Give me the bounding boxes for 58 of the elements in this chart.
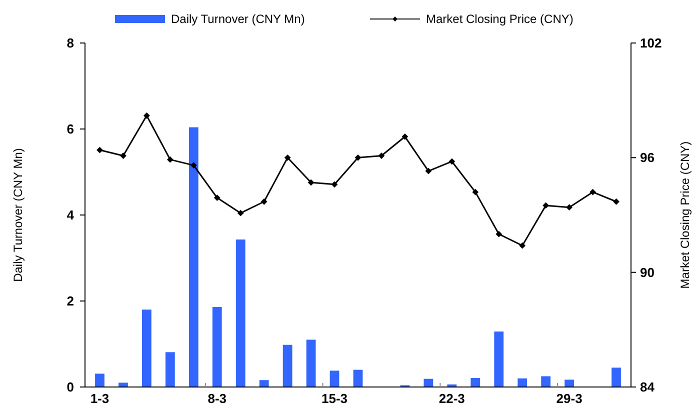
- point: [308, 179, 314, 186]
- bar: [470, 378, 480, 387]
- bar: [142, 310, 152, 387]
- point: [237, 210, 244, 216]
- bar: [212, 307, 222, 387]
- bar: [424, 378, 434, 387]
- point: [331, 181, 338, 188]
- point: [143, 112, 150, 119]
- y-tick-label: 4: [66, 208, 75, 223]
- bar: [330, 370, 340, 387]
- point: [402, 133, 408, 140]
- y2-axis-title: Market Closing Price (CNY): [678, 141, 692, 289]
- y-axis-title: Daily Turnover (CNY Mn): [11, 148, 25, 282]
- bar: [494, 332, 504, 387]
- bar: [118, 382, 128, 387]
- legend-label: Market Closing Price (CNY): [426, 12, 574, 26]
- point: [214, 194, 220, 201]
- bar: [259, 380, 269, 387]
- point: [496, 230, 502, 238]
- point: [284, 154, 291, 161]
- y-tick-label: 2: [66, 294, 74, 309]
- point: [613, 198, 620, 205]
- x-tick-label: 8-3: [208, 391, 227, 406]
- point: [472, 188, 479, 196]
- y2-tick-label: 90: [640, 264, 654, 280]
- bar: [165, 352, 175, 387]
- bar: [188, 127, 198, 387]
- point: [542, 202, 550, 209]
- y-tick-label: 0: [66, 380, 74, 395]
- y-tick-label: 8: [66, 36, 74, 51]
- point: [120, 152, 126, 159]
- y2-tick-label: 96: [640, 150, 654, 166]
- y-tick-label: 6: [66, 122, 74, 137]
- bar: [236, 240, 246, 387]
- bar: [564, 380, 574, 387]
- x-tick-label: 1-3: [90, 391, 110, 406]
- x-tick-label: 15-3: [322, 391, 348, 406]
- bar: [353, 370, 363, 387]
- x-tick-label: 22-3: [438, 391, 465, 406]
- point: [566, 204, 573, 211]
- point: [166, 156, 174, 163]
- point: [425, 168, 432, 174]
- point: [190, 162, 197, 169]
- bar: [541, 376, 551, 387]
- bar: [518, 378, 528, 387]
- point: [448, 158, 456, 165]
- x-tick-label: 29-3: [556, 391, 582, 406]
- legend-label: Daily Turnover (CNY Mn): [171, 12, 305, 26]
- y2-tick-label: 84: [640, 380, 656, 395]
- bar: [95, 374, 104, 387]
- point: [260, 198, 268, 205]
- point: [354, 154, 362, 161]
- bar: [306, 340, 316, 387]
- bar: [282, 344, 292, 387]
- y2-tick-label: 102: [640, 36, 662, 51]
- bar: [612, 368, 621, 387]
- point: [519, 242, 526, 249]
- point: [590, 188, 596, 196]
